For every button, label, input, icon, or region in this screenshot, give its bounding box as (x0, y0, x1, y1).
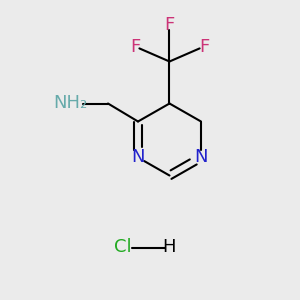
Text: F: F (164, 16, 175, 34)
Text: N: N (194, 148, 208, 166)
Text: Cl: Cl (114, 238, 132, 256)
Text: H: H (163, 238, 176, 256)
Text: NH₂: NH₂ (53, 94, 88, 112)
Text: F: F (130, 38, 140, 56)
Text: N: N (131, 148, 145, 166)
Text: F: F (199, 38, 209, 56)
